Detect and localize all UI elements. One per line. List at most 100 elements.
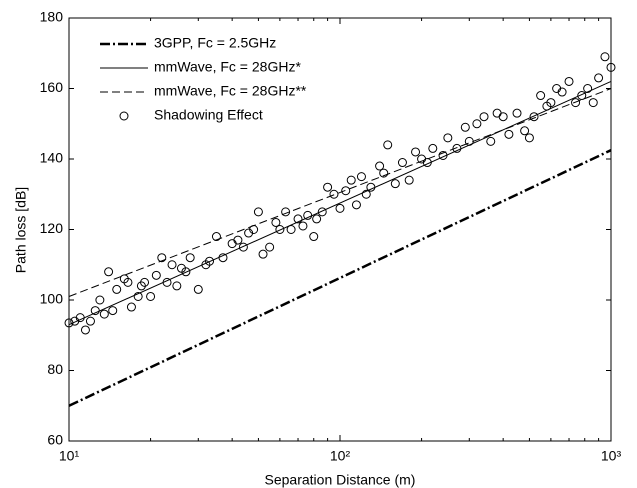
y-tick-label: 120: [40, 220, 64, 236]
scatter-point: [520, 126, 530, 136]
scatter-point: [112, 284, 122, 294]
x-tick-label: 10²: [330, 448, 351, 464]
scatter-point: [309, 232, 319, 242]
scatter-point: [85, 316, 95, 326]
scatter-point: [303, 210, 313, 220]
scatter-point: [75, 313, 85, 323]
scatter-point: [504, 129, 514, 139]
scatter-point: [271, 217, 281, 227]
scatter-point: [588, 98, 598, 108]
line-series: [68, 149, 612, 407]
scatter-point: [366, 182, 376, 192]
scatter-point: [281, 207, 291, 217]
scatter-point: [479, 112, 489, 122]
scatter-point: [428, 143, 438, 153]
scatter-point: [133, 291, 143, 301]
scatter-point: [193, 284, 203, 294]
scatter-point: [443, 133, 453, 143]
scatter-point: [140, 277, 150, 287]
legend-label: mmWave, Fc = 28GHz*: [154, 59, 301, 75]
scatter-point: [390, 179, 400, 189]
scatter-point: [583, 84, 593, 93]
y-tick-label: 80: [47, 361, 63, 377]
scatter-point: [600, 52, 610, 62]
scatter-point: [275, 225, 285, 234]
scatter-point: [383, 140, 393, 150]
y-tick-label: 180: [40, 9, 64, 25]
scatter-point: [361, 189, 371, 199]
scatter-point: [317, 207, 327, 217]
scatter-point: [438, 150, 448, 160]
scatter-point: [564, 76, 574, 86]
scatter-point: [90, 306, 100, 316]
scatter-point: [512, 108, 522, 118]
scatter-point: [99, 309, 109, 319]
scatter-point: [181, 267, 191, 277]
scatter-point: [351, 200, 361, 210]
scatter-point: [417, 154, 427, 164]
scatter-point: [594, 73, 604, 83]
scatter-point: [211, 232, 221, 242]
line-series: [68, 88, 612, 297]
scatter-point: [146, 291, 156, 301]
scatter-point: [233, 235, 243, 245]
legend-label: mmWave, Fc = 28GHz**: [154, 83, 307, 99]
legend-marker: [119, 111, 129, 121]
line-series: [68, 80, 612, 326]
scatter-point: [104, 267, 114, 277]
scatter-point: [227, 239, 237, 249]
scatter-point: [486, 136, 496, 146]
scatter-point: [452, 143, 462, 153]
scatter-point: [151, 270, 161, 280]
scatter-point: [536, 91, 546, 101]
scatter-point: [172, 281, 182, 291]
scatter-point: [546, 98, 556, 108]
plot-frame: [68, 17, 612, 442]
scatter-point: [238, 242, 248, 252]
legend-label: Shadowing Effect: [154, 107, 263, 123]
scatter-point: [529, 112, 539, 122]
scatter-point: [492, 108, 502, 118]
scatter-point: [123, 277, 133, 287]
scatter-point: [356, 172, 366, 182]
scatter-point: [95, 295, 105, 305]
scatter-point: [460, 122, 470, 132]
scatter-point: [167, 260, 177, 270]
scatter-point: [375, 161, 385, 171]
scatter-point: [379, 168, 389, 178]
x-tick-label: 10³: [601, 448, 622, 464]
scatter-point: [162, 277, 172, 287]
scatter-point: [298, 221, 308, 231]
scatter-point: [524, 133, 534, 143]
scatter-point: [64, 318, 74, 328]
scatter-point: [571, 98, 581, 108]
scatter-point: [335, 203, 345, 213]
scatter-point: [464, 136, 474, 146]
scatter-point: [411, 147, 421, 157]
scatter-point: [397, 158, 407, 168]
scatter-point: [341, 186, 351, 196]
scatter-point: [346, 175, 356, 185]
scatter-point: [606, 62, 616, 72]
scatter-point: [577, 91, 587, 101]
scatter-point: [253, 207, 263, 217]
scatter-point: [185, 253, 195, 263]
scatter-point: [286, 225, 296, 234]
y-axis-label: Path loss [dB]: [13, 187, 29, 273]
scatter-point: [108, 306, 118, 316]
scatter-point: [422, 158, 432, 168]
y-tick-label: 140: [40, 150, 64, 166]
scatter-point: [323, 182, 333, 192]
scatter-point: [218, 253, 228, 263]
x-axis-label: Separation Distance (m): [265, 472, 416, 488]
x-tick-label: 10¹: [59, 448, 80, 464]
scatter-point: [404, 175, 414, 185]
scatter-point: [258, 249, 268, 259]
scatter-point: [329, 189, 339, 199]
scatter-point: [557, 87, 567, 97]
scatter-point: [249, 225, 259, 234]
scatter-point: [472, 119, 482, 129]
scatter-point: [312, 214, 322, 224]
scatter-point: [498, 112, 508, 122]
